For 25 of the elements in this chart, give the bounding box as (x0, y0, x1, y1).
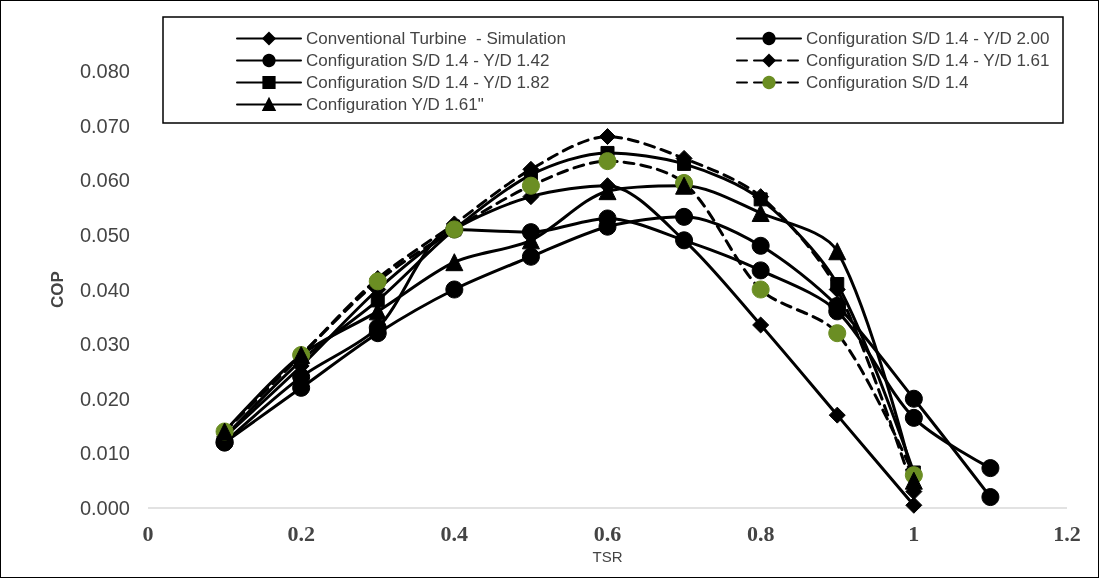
y-tick-label: 0.020 (79, 387, 130, 410)
x-tick-label: 0.2 (287, 520, 315, 546)
x-tick-label: 0.6 (593, 520, 622, 546)
legend-label: Configuration Y/D 1.61" (306, 95, 484, 114)
x-tick-label: 0.8 (746, 520, 775, 546)
y-tick-label: 0.030 (79, 333, 130, 356)
y-tick-label: 0.060 (79, 169, 130, 192)
x-tick-label: 1 (908, 520, 920, 546)
legend-label: Configuration S/D 1.4 - Y/D 1.82 (306, 73, 550, 92)
x-axis-title: TSR (592, 547, 623, 565)
y-tick-label: 0.080 (79, 60, 130, 82)
legend-label: Conventional Turbine - Simulation (306, 29, 566, 48)
y-axis-title: COP (48, 271, 67, 308)
legend-label: Configuration S/D 1.4 - Y/D 2.00 (806, 29, 1050, 48)
legend-label: Configuration S/D 1.4 - Y/D 1.61 (806, 51, 1050, 70)
y-tick-label: 0.000 (79, 497, 130, 519)
legend-label: Configuration S/D 1.4 - Y/D 1.42 (306, 51, 550, 70)
x-tick-label: 0.4 (440, 520, 469, 546)
y-tick-label: 0.010 (79, 442, 130, 465)
y-tick-label: 0.040 (79, 278, 130, 301)
x-tick-label: 1.2 (1053, 520, 1081, 546)
y-tick-label: 0.070 (79, 114, 130, 137)
y-tick-label: 0.050 (79, 223, 130, 246)
legend-label: Configuration S/D 1.4 (806, 73, 969, 92)
x-tick-label: 0 (142, 520, 154, 546)
